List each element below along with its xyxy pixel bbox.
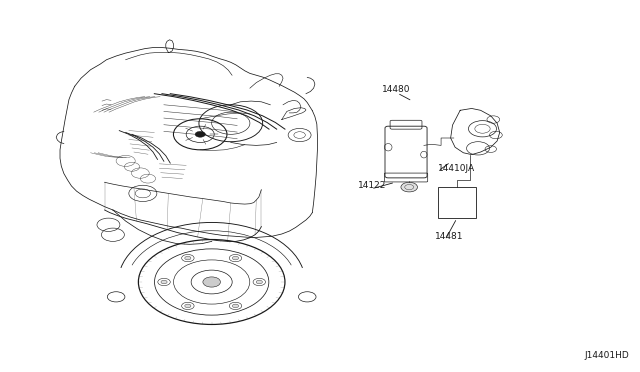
Circle shape [185, 256, 191, 260]
Text: 14410JA: 14410JA [438, 164, 475, 173]
Circle shape [185, 304, 191, 308]
Circle shape [232, 256, 239, 260]
Circle shape [161, 280, 167, 284]
Bar [438, 187, 476, 218]
Text: 14122: 14122 [358, 181, 387, 190]
Text: 14480: 14480 [382, 85, 410, 94]
Text: 14481: 14481 [435, 232, 463, 241]
Circle shape [256, 280, 262, 284]
Circle shape [203, 277, 220, 287]
Circle shape [401, 182, 417, 192]
Text: J14401HD: J14401HD [584, 350, 629, 359]
Circle shape [195, 131, 205, 137]
Circle shape [232, 304, 239, 308]
